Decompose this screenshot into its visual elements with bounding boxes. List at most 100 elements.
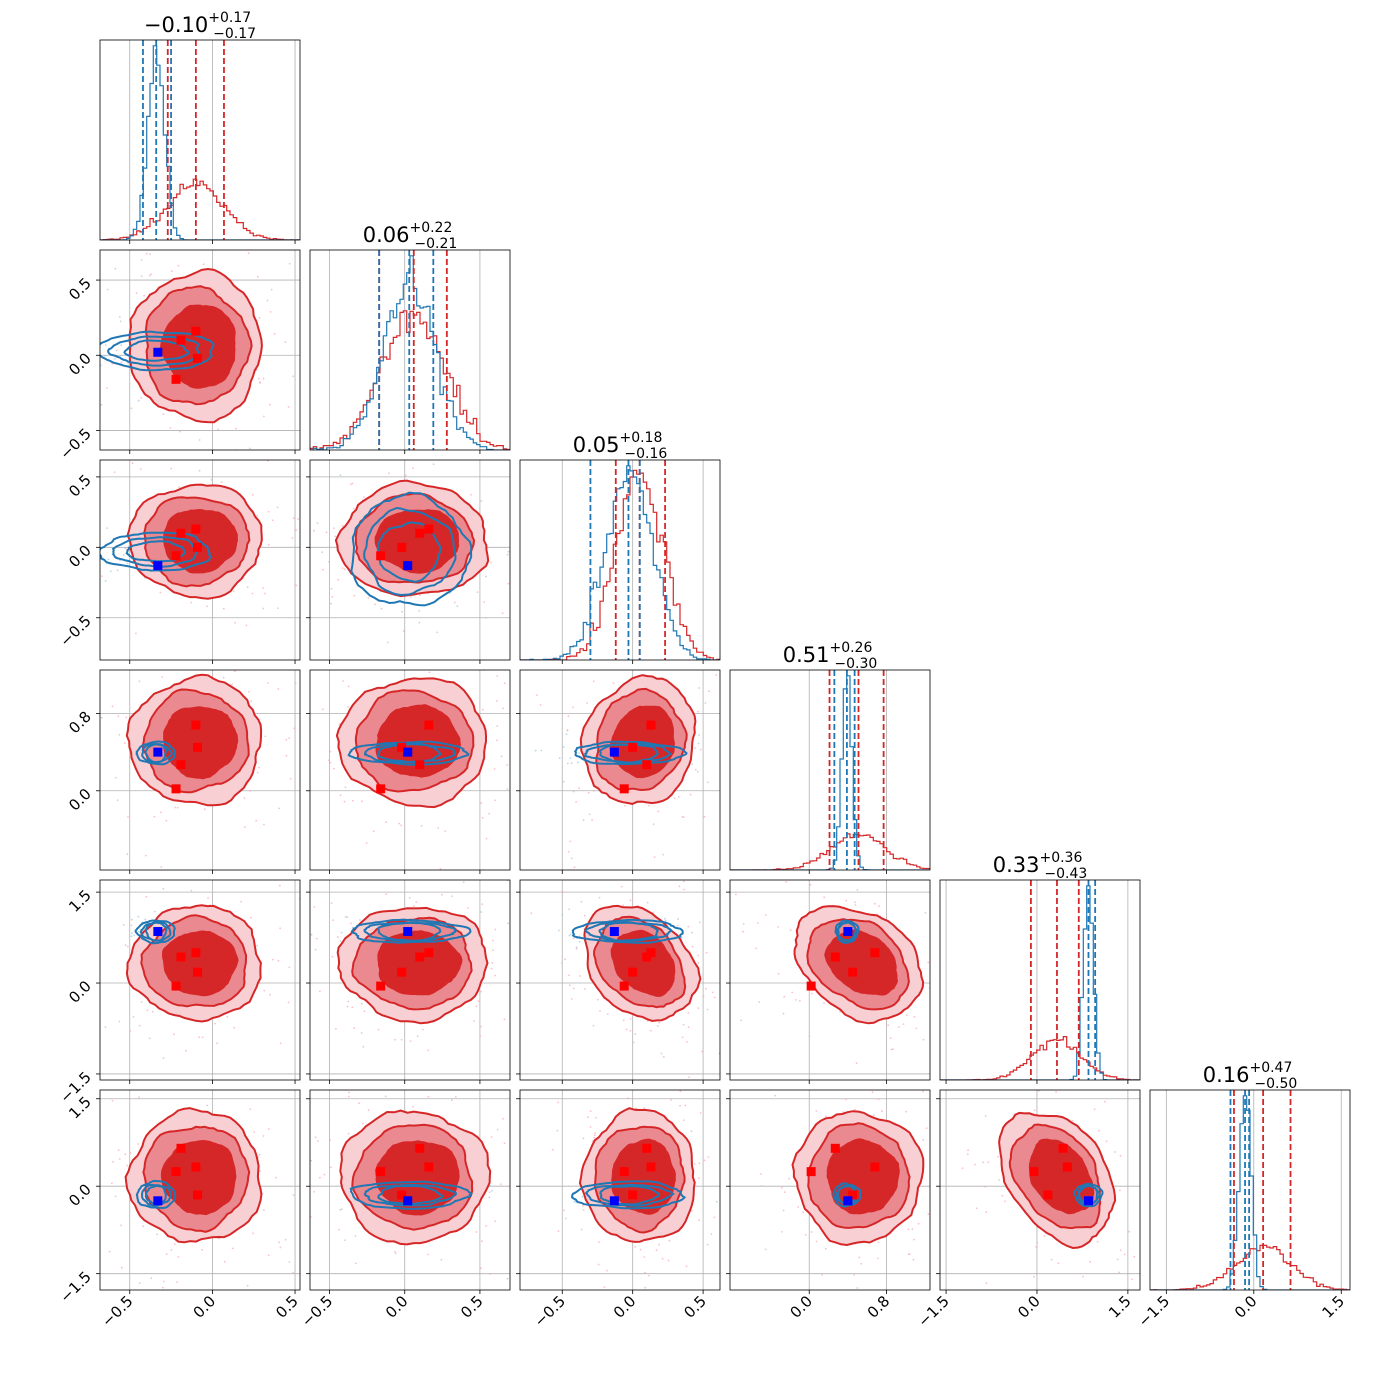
sample-point: [176, 806, 179, 809]
sample-point: [698, 687, 701, 689]
sample-point: [1072, 1067, 1074, 1069]
sample-point: [198, 439, 201, 441]
red-marker: [176, 335, 186, 345]
sample-point: [475, 1231, 478, 1233]
panel-frame: [99, 879, 301, 1081]
sample-point: [821, 1274, 824, 1276]
sample-point: [1118, 1271, 1121, 1274]
sample-point: [305, 753, 307, 755]
sample-point: [412, 467, 414, 470]
sample-point: [808, 1035, 811, 1038]
sample-point: [269, 403, 271, 406]
sample-point: [1119, 1154, 1122, 1157]
blue-marker: [843, 927, 853, 937]
sample-point: [340, 931, 343, 934]
sample-point: [768, 1299, 770, 1301]
sample-point: [982, 1161, 985, 1164]
sample-point: [258, 316, 261, 319]
red-marker: [1029, 1167, 1039, 1177]
title-value: 0.16: [1203, 1063, 1250, 1087]
sample-point: [523, 966, 525, 968]
sample-point: [118, 1158, 121, 1160]
sample-point: [292, 1272, 294, 1274]
red-histogram: [310, 310, 510, 450]
panel-title-0: −0.10+0.17 −0.17: [144, 10, 256, 42]
panel-frame: [99, 459, 301, 661]
sample-point: [160, 866, 163, 868]
sample-point: [263, 1209, 265, 1211]
sample-point: [162, 413, 165, 416]
sample-point: [529, 540, 531, 542]
sample-point: [333, 527, 335, 529]
sample-point: [557, 846, 559, 848]
panel-5-4: −1.5 0.0 1.5: [914, 1067, 1165, 1331]
sample-point: [598, 896, 601, 899]
sample-point: [344, 1239, 346, 1241]
sample-point: [697, 770, 699, 773]
sample-point: [201, 1036, 204, 1039]
sample-point: [363, 496, 365, 499]
sample-point: [563, 1209, 566, 1212]
sample-point: [140, 396, 142, 399]
sample-point: [481, 816, 484, 819]
sample-point: [496, 739, 498, 742]
sample-point: [997, 1155, 1000, 1158]
sample-point: [127, 816, 129, 818]
sample-point: [539, 704, 542, 706]
sample-point: [138, 1282, 141, 1284]
sample-point: [1163, 1140, 1165, 1142]
sample-point: [288, 737, 290, 739]
sample-point: [287, 1001, 290, 1004]
sample-point: [1001, 1194, 1004, 1197]
sample-point: [267, 1254, 270, 1257]
sample-point: [915, 1070, 917, 1072]
sample-point: [264, 735, 267, 738]
sample-point: [135, 292, 138, 295]
sample-point: [627, 655, 629, 657]
sample-point: [317, 1140, 319, 1142]
y-tick-label: −1.5: [56, 1268, 94, 1306]
sample-point: [582, 1205, 584, 1207]
sample-point: [120, 361, 123, 363]
sample-point: [577, 761, 579, 764]
sample-point: [644, 1286, 647, 1289]
sample-point: [310, 933, 313, 936]
sample-point: [489, 1273, 492, 1275]
sample-point: [292, 517, 295, 520]
sample-point: [333, 767, 335, 770]
red-contour-inner: [610, 929, 676, 998]
sample-point: [664, 1355, 666, 1357]
sample-point: [263, 823, 265, 826]
sample-point: [702, 995, 705, 998]
sample-point: [296, 1138, 298, 1140]
sample-point: [441, 893, 443, 896]
sample-point: [699, 1112, 702, 1114]
blue-contour-0: [349, 1180, 473, 1210]
red-marker: [176, 528, 186, 538]
sample-point: [907, 1228, 910, 1231]
panel-4-1: [297, 879, 525, 1084]
sample-point: [339, 1209, 342, 1211]
sample-point: [385, 893, 387, 895]
title-minus: −0.17: [213, 26, 256, 42]
sample-point: [316, 522, 319, 524]
sample-point: [126, 945, 129, 948]
sample-point: [953, 1043, 955, 1045]
sample-point: [698, 1177, 700, 1179]
sample-point: [698, 921, 701, 924]
sample-point: [634, 1245, 636, 1248]
sample-point: [165, 1253, 168, 1255]
sample-point: [858, 1256, 861, 1259]
sample-point: [47, 389, 49, 391]
sample-point: [337, 578, 340, 581]
sample-point: [297, 966, 299, 968]
sample-point: [606, 1269, 608, 1272]
sample-point: [877, 1241, 880, 1243]
sample-point: [912, 1258, 915, 1261]
sample-point: [244, 826, 246, 828]
sample-point: [483, 601, 486, 603]
sample-point: [263, 989, 266, 992]
blue-histogram: [520, 465, 720, 660]
blue-contour-2: [598, 920, 659, 942]
sample-point: [115, 349, 118, 352]
